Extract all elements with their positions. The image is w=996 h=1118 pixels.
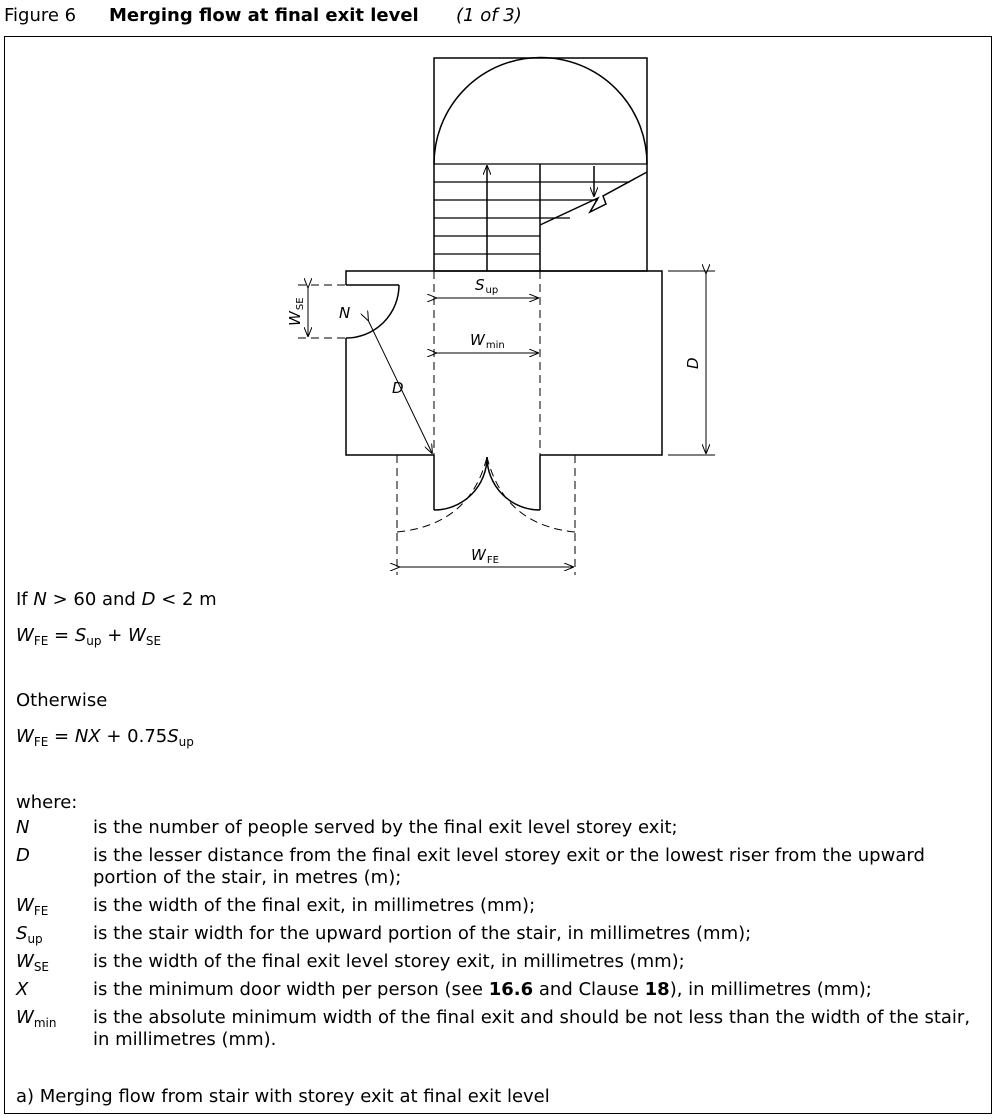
definition-item: WFE is the width of the final exit, in m… bbox=[16, 895, 536, 918]
equation-1: WFE = Sup + WSE bbox=[16, 625, 162, 648]
w-min-label: Wmin bbox=[470, 331, 505, 351]
definition-item: N is the number of people served by the … bbox=[16, 817, 678, 838]
definition-item: WSE is the width of the final exit level… bbox=[16, 951, 685, 974]
w-fe-label: WFE bbox=[471, 546, 499, 566]
d-diagonal-dimension bbox=[368, 320, 432, 453]
stair-break-line bbox=[539, 171, 648, 226]
where-label: where: bbox=[16, 792, 78, 813]
n-label: N bbox=[339, 304, 350, 322]
final-exit-swing-right bbox=[486, 456, 541, 511]
figure-number: Figure 6 bbox=[4, 5, 77, 26]
figure-caption: a) Merging flow from stair with storey e… bbox=[16, 1086, 550, 1107]
stair-landing-arc bbox=[433, 56, 648, 165]
stair-treads-down bbox=[540, 181, 630, 219]
final-exit-swing-left bbox=[433, 456, 488, 511]
figure-part: (1 of 3) bbox=[456, 5, 522, 26]
definition-item: X is the minimum door width per person (… bbox=[16, 979, 872, 1000]
dashed-fe-swing-left bbox=[396, 456, 488, 533]
condition-line: If N > 60 and D < 2 m bbox=[16, 589, 217, 610]
otherwise-label: Otherwise bbox=[16, 690, 108, 711]
figure-heading: Figure 6 Merging flow at final exit level… bbox=[4, 5, 522, 26]
ground-floor-room bbox=[345, 270, 663, 456]
figure-frame bbox=[4, 36, 992, 1114]
definition-item: D is the lesser distance from the final … bbox=[16, 845, 925, 888]
clause-ref: 16.6 bbox=[488, 979, 534, 1000]
definition-item: Sup is the stair width for the upward po… bbox=[16, 923, 752, 946]
definition-item: Wmin is the absolute minimum width of th… bbox=[16, 1007, 971, 1050]
clause-ref: 18 bbox=[644, 979, 670, 1000]
definitions-list: N is the number of people served by the … bbox=[16, 817, 981, 1057]
equation-2: WFE = NX + 0.75Sup bbox=[16, 726, 194, 749]
merging-flow-diagram: Sup Wmin WFE WSE N D D bbox=[286, 56, 715, 575]
d-diagonal-label: D bbox=[392, 379, 404, 397]
dashed-fe-swing-right bbox=[486, 456, 576, 533]
figure-title: Merging flow at final exit level bbox=[109, 5, 419, 26]
d-right-label: D bbox=[684, 357, 702, 369]
s-up-label: Sup bbox=[475, 276, 498, 296]
w-se-label: WSE bbox=[286, 297, 306, 326]
